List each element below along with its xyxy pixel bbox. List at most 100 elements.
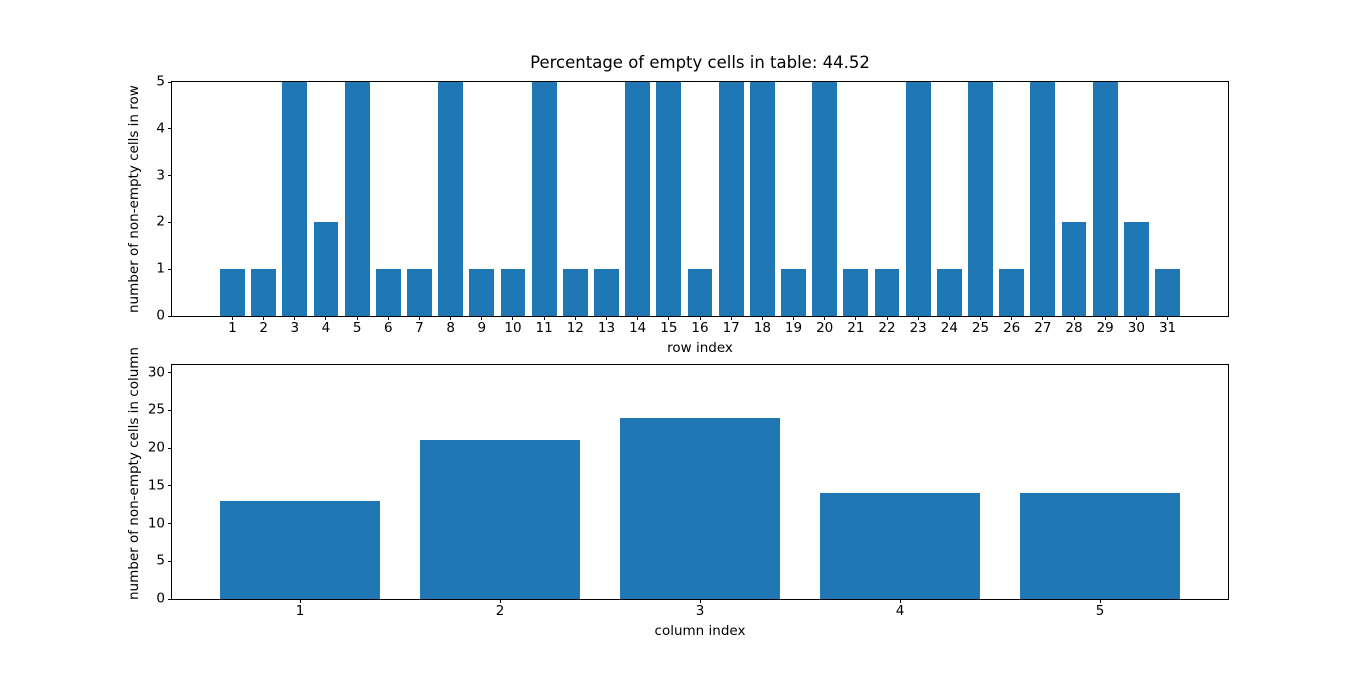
x-tick-label: 12	[566, 320, 584, 336]
x-tick-label: 1	[228, 320, 237, 336]
y-tick-mark	[168, 128, 172, 130]
x-tick-mark	[1167, 316, 1169, 320]
x-tick-label: 11	[535, 320, 553, 336]
x-tick-label: 20	[816, 320, 834, 336]
x-tick-mark	[668, 316, 670, 320]
x-tick-mark	[1135, 316, 1137, 320]
x-tick-label: 8	[446, 320, 455, 336]
x-tick-mark	[263, 316, 265, 320]
bar-x13	[594, 269, 619, 316]
x-tick-label: 26	[1003, 320, 1021, 336]
y-tick-label: 15	[147, 477, 165, 494]
x-tick-mark	[824, 316, 826, 320]
x-tick-label: 30	[1127, 320, 1145, 336]
x-tick-mark	[605, 316, 607, 320]
x-tick-mark	[325, 316, 327, 320]
y-tick-label: 20	[147, 439, 165, 456]
x-axis-label-columns: column index	[654, 623, 746, 639]
bar-x4	[313, 222, 339, 316]
x-tick-label: 2	[259, 320, 268, 336]
x-tick-label: 5	[1095, 603, 1105, 619]
bar-x27	[1030, 82, 1056, 316]
x-tick-label: 28	[1065, 320, 1083, 336]
x-tick-label: 13	[597, 320, 616, 336]
y-tick-mark	[168, 175, 172, 177]
x-tick-mark	[356, 316, 358, 320]
y-tick-mark	[168, 560, 172, 562]
y-tick-label: 1	[156, 260, 165, 277]
x-tick-label: 15	[660, 320, 678, 336]
y-tick-label: 4	[156, 120, 165, 137]
y-tick-mark	[168, 221, 172, 223]
x-tick-mark	[637, 316, 639, 320]
y-tick-mark	[168, 268, 172, 270]
y-tick-mark	[168, 315, 172, 317]
y-axis-label-columns: number of non-empty cells in column	[126, 347, 142, 600]
x-axis-label-rows: row index	[667, 340, 733, 356]
bar-x10	[500, 269, 526, 316]
x-tick-label: 22	[878, 320, 896, 336]
x-tick-mark	[1042, 316, 1044, 320]
x-tick-label: 23	[909, 320, 927, 336]
x-tick-label: 24	[940, 320, 958, 336]
y-tick-mark	[168, 372, 172, 374]
bar-x18	[749, 82, 775, 316]
y-tick-label: 5	[156, 552, 165, 569]
x-tick-mark	[886, 316, 888, 320]
x-tick-label: 14	[629, 320, 647, 336]
x-tick-mark	[1104, 316, 1106, 320]
x-tick-mark	[761, 316, 763, 320]
y-tick-label: 25	[147, 401, 165, 418]
x-tick-label: 2	[495, 603, 505, 619]
bar-x9	[469, 269, 495, 316]
y-tick-mark	[168, 485, 172, 487]
x-tick-mark	[512, 316, 514, 320]
bar-x24	[936, 269, 962, 316]
y-tick-label: 3	[156, 166, 165, 183]
bar-x2	[420, 440, 580, 599]
bar-x25	[968, 82, 993, 316]
bar-x4	[820, 493, 980, 599]
bar-x5	[1020, 493, 1180, 599]
x-tick-label: 6	[384, 320, 393, 336]
x-tick-mark	[699, 599, 701, 603]
x-tick-label: 31	[1158, 320, 1177, 336]
x-tick-label: 5	[352, 320, 362, 336]
x-tick-mark	[1011, 316, 1013, 320]
bar-x28	[1061, 222, 1087, 316]
x-tick-mark	[499, 599, 501, 603]
bar-x17	[718, 82, 744, 316]
x-tick-mark	[855, 316, 857, 320]
bar-x23	[905, 82, 931, 316]
bar-x31	[1155, 269, 1180, 316]
y-tick-label: 0	[156, 590, 165, 607]
bar-x1	[220, 269, 245, 316]
x-tick-mark	[730, 316, 732, 320]
x-tick-label: 21	[847, 320, 865, 336]
x-tick-mark	[387, 316, 389, 320]
bar-x7	[407, 269, 432, 316]
x-tick-mark	[1073, 316, 1075, 320]
x-tick-mark	[294, 316, 296, 320]
plot-area-columns: 1 2 3 4 5 0 5 10 15 20 25 30	[148, 364, 1229, 618]
y-tick-label: 10	[147, 514, 165, 531]
bar-x29	[1092, 82, 1118, 316]
x-tick-mark	[899, 599, 901, 603]
bar-x16	[687, 269, 713, 316]
bar-x1	[220, 500, 380, 599]
bar-x12	[562, 269, 588, 316]
x-tick-label: 19	[784, 320, 803, 336]
x-tick-label: 9	[477, 320, 487, 336]
x-tick-mark	[450, 316, 452, 320]
plot-area-rows: 1 2 3 4 5 6 7 8 9 10 11 12 13 14 15 16 17 18 19 20 21 22 23 24 2…	[156, 75, 1229, 335]
bar-x22	[874, 269, 900, 316]
x-tick-label: 7	[415, 320, 424, 336]
x-tick-label: 25	[971, 320, 990, 336]
x-tick-label: 18	[753, 320, 771, 336]
x-tick-label: 4	[321, 320, 331, 336]
x-tick-label: 3	[695, 603, 705, 619]
chart-title: Percentage of empty cells in table: 44.5…	[530, 53, 870, 72]
